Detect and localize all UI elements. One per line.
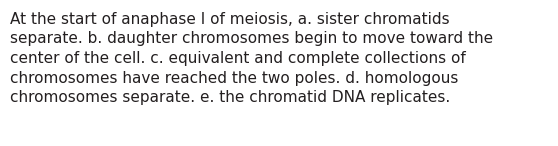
Text: chromosomes have reached the two poles. d. homologous: chromosomes have reached the two poles. …: [10, 71, 458, 86]
Text: separate. b. daughter chromosomes begin to move toward the: separate. b. daughter chromosomes begin …: [10, 32, 493, 46]
Text: chromosomes separate. e. the chromatid DNA replicates.: chromosomes separate. e. the chromatid D…: [10, 90, 450, 105]
Text: center of the cell. c. equivalent and complete collections of: center of the cell. c. equivalent and co…: [10, 51, 466, 66]
Text: At the start of anaphase I of meiosis, a. sister chromatids: At the start of anaphase I of meiosis, a…: [10, 12, 450, 27]
